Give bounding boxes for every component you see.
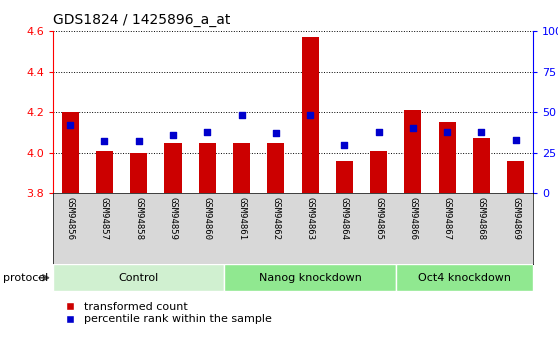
Point (306, 112, 315, 118)
Point (340, 142, 349, 147)
Bar (165, 142, 181, 193)
Text: GSM94857: GSM94857 (100, 197, 109, 240)
Bar (233, 142, 250, 193)
Bar (439, 122, 456, 193)
Text: GSM94860: GSM94860 (203, 197, 211, 240)
Bar (507, 161, 525, 193)
Text: GSM94863: GSM94863 (306, 197, 315, 240)
Point (511, 137, 520, 142)
Point (374, 129, 383, 134)
Text: GSM94867: GSM94867 (442, 197, 451, 240)
Bar (53, 265, 224, 291)
Text: protocol: protocol (3, 273, 48, 283)
Point (100, 139, 109, 144)
Bar (267, 142, 285, 193)
Text: Nanog knockdown: Nanog knockdown (259, 273, 362, 283)
Bar (96, 151, 113, 193)
Point (66, 122, 75, 128)
Bar (61, 112, 79, 193)
Bar (301, 37, 319, 193)
Text: GSM94868: GSM94868 (477, 197, 486, 240)
Text: GDS1824 / 1425896_a_at: GDS1824 / 1425896_a_at (53, 13, 230, 27)
Point (271, 130, 280, 136)
Bar (130, 153, 147, 193)
Text: GSM94861: GSM94861 (237, 197, 246, 240)
Text: GSM94865: GSM94865 (374, 197, 383, 240)
Text: Oct4 knockdown: Oct4 knockdown (418, 273, 511, 283)
Bar (405, 110, 421, 193)
Point (408, 126, 417, 131)
Point (237, 112, 246, 118)
Bar (199, 142, 216, 193)
Text: Control: Control (119, 273, 159, 283)
Point (442, 129, 451, 134)
Bar (370, 151, 387, 193)
Legend: transformed count, percentile rank within the sample: transformed count, percentile rank withi… (59, 302, 272, 325)
Point (169, 132, 177, 138)
Text: GSM94862: GSM94862 (271, 197, 280, 240)
Bar (473, 138, 490, 193)
Text: GSM94856: GSM94856 (66, 197, 75, 240)
Text: GSM94869: GSM94869 (511, 197, 520, 240)
Text: GSM94859: GSM94859 (169, 197, 177, 240)
Point (203, 129, 211, 134)
Point (477, 129, 486, 134)
Point (134, 139, 143, 144)
Bar (336, 161, 353, 193)
Text: GSM94864: GSM94864 (340, 197, 349, 240)
Bar (224, 265, 396, 291)
Bar (396, 265, 533, 291)
Text: GSM94858: GSM94858 (134, 197, 143, 240)
Text: GSM94866: GSM94866 (408, 197, 417, 240)
